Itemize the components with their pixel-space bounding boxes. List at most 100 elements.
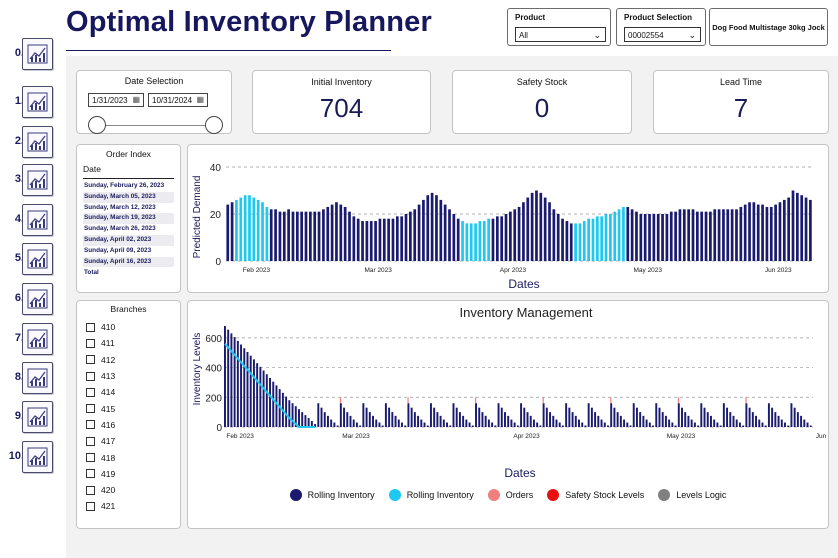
inventory-bar bbox=[629, 425, 632, 427]
nav-item[interactable]: 5. bbox=[0, 241, 60, 277]
checkbox[interactable] bbox=[86, 387, 95, 397]
legend-item[interactable]: Orders bbox=[487, 489, 533, 501]
demand-bar bbox=[669, 211, 673, 261]
product-selection-slicer: Product Selection 00002554 ⌄ bbox=[616, 8, 706, 46]
demand-bar bbox=[343, 206, 347, 261]
table-row[interactable]: Sunday, March 05, 2023 bbox=[83, 191, 174, 203]
table-row[interactable]: Sunday, February 26, 2023 bbox=[84, 182, 165, 189]
legend-item[interactable]: Levels Logic bbox=[658, 489, 726, 501]
table-row[interactable]: Sunday, April 02, 2023 bbox=[83, 234, 174, 246]
table-row[interactable]: Sunday, April 09, 2023 bbox=[84, 246, 152, 254]
inventory-bar bbox=[652, 425, 655, 427]
date-slider-end-handle[interactable] bbox=[205, 116, 223, 134]
nav-item[interactable]: 7. bbox=[0, 321, 60, 357]
nav-item[interactable]: 9. bbox=[0, 399, 60, 435]
nav-item[interactable]: 3. bbox=[0, 162, 60, 198]
product-dropdown[interactable]: All ⌄ bbox=[515, 27, 606, 42]
inventory-bar bbox=[359, 425, 362, 427]
network-bars-icon[interactable] bbox=[22, 323, 53, 355]
demand-bar bbox=[565, 221, 569, 261]
product-name-card: Dog Food Multistage 30kg Jock bbox=[709, 8, 828, 46]
table-row[interactable]: Sunday, April 16, 2023 bbox=[83, 256, 174, 268]
bar-chart-icon[interactable] bbox=[22, 86, 53, 118]
inventory-bar bbox=[780, 419, 783, 427]
checkbox[interactable] bbox=[86, 338, 95, 348]
checkbox[interactable] bbox=[86, 501, 95, 511]
demand-bar bbox=[709, 211, 712, 261]
checkbox[interactable] bbox=[86, 469, 95, 479]
nav-item[interactable]: 1. bbox=[0, 84, 60, 120]
demand-bar bbox=[235, 199, 238, 261]
branch-item[interactable]: 411 bbox=[86, 335, 115, 351]
inventory-bar bbox=[475, 403, 477, 427]
table-row[interactable]: Sunday, March 26, 2023 bbox=[84, 225, 156, 233]
date-slider-start-handle[interactable] bbox=[88, 116, 106, 134]
inventory-bar bbox=[375, 419, 378, 427]
product-selection-dropdown[interactable]: 00002554 ⌄ bbox=[624, 27, 701, 42]
table-row[interactable]: Sunday, March 19, 2023 bbox=[83, 213, 174, 225]
nav-item[interactable]: 0. bbox=[0, 36, 60, 72]
magnify-chart-icon[interactable] bbox=[22, 204, 53, 236]
date-slider-track[interactable] bbox=[97, 125, 213, 126]
branch-item[interactable]: 421 bbox=[86, 498, 115, 514]
branch-item[interactable]: 420 bbox=[86, 482, 115, 498]
checkbox[interactable] bbox=[86, 453, 95, 463]
inventory-bar bbox=[668, 419, 671, 427]
branch-item[interactable]: 418 bbox=[86, 449, 115, 465]
product-selection-label: Product Selection bbox=[624, 13, 693, 22]
checkbox[interactable] bbox=[86, 420, 95, 430]
order-index-column-header[interactable]: Date bbox=[83, 164, 101, 174]
inventory-bar bbox=[352, 419, 355, 427]
checkbox[interactable] bbox=[86, 322, 95, 332]
checkbox[interactable] bbox=[86, 485, 95, 495]
line-chart-icon[interactable] bbox=[22, 243, 53, 275]
nav-item[interactable]: 6. bbox=[0, 281, 60, 317]
demand-bar bbox=[443, 204, 447, 261]
legend-item[interactable]: Rolling Inventory bbox=[388, 489, 474, 501]
legend-item[interactable]: Safety Stock Levels bbox=[547, 489, 644, 501]
branch-item[interactable]: 414 bbox=[86, 384, 115, 400]
y-tick-label: 200 bbox=[205, 393, 222, 404]
end-date-input[interactable]: 10/31/2024 ▦ bbox=[148, 93, 208, 107]
demand-bar bbox=[482, 221, 486, 261]
inventory-bar bbox=[423, 422, 426, 427]
nav-item[interactable]: 8. bbox=[0, 360, 60, 396]
branch-item[interactable]: 413 bbox=[86, 368, 115, 384]
mountain-icon[interactable] bbox=[22, 441, 53, 473]
checkbox[interactable] bbox=[86, 355, 95, 365]
nav-item[interactable]: 4. bbox=[0, 202, 60, 238]
branch-item[interactable]: 410 bbox=[86, 319, 115, 335]
order-marker bbox=[542, 397, 544, 404]
report-icon[interactable] bbox=[22, 38, 53, 70]
inventory-bar bbox=[661, 412, 664, 427]
start-date-input[interactable]: 1/31/2023 ▦ bbox=[88, 93, 144, 107]
checkbox[interactable] bbox=[86, 404, 95, 414]
inventory-bar bbox=[449, 425, 452, 427]
table-row[interactable]: Sunday, March 12, 2023 bbox=[84, 203, 156, 211]
inventory-bar bbox=[655, 403, 658, 427]
inventory-bar bbox=[301, 412, 304, 427]
branch-item[interactable]: 419 bbox=[86, 466, 115, 482]
demand-bar bbox=[643, 214, 647, 261]
branch-item[interactable]: 417 bbox=[86, 433, 115, 449]
order-marker bbox=[745, 397, 747, 404]
order-marker bbox=[475, 397, 477, 404]
branch-item[interactable]: 415 bbox=[86, 400, 115, 416]
inventory-bar bbox=[532, 419, 535, 427]
branch-item[interactable]: 416 bbox=[86, 417, 115, 433]
checkbox[interactable] bbox=[86, 371, 95, 381]
checkbox[interactable] bbox=[86, 436, 95, 446]
legend-item[interactable]: Rolling Inventory bbox=[289, 489, 375, 501]
nav-item[interactable]: 2. bbox=[0, 124, 60, 160]
nav-item[interactable]: 10. bbox=[0, 439, 60, 475]
dashboard-icon[interactable] bbox=[22, 362, 53, 394]
gear-analytics-icon[interactable] bbox=[22, 401, 53, 433]
demand-bar bbox=[530, 192, 534, 261]
inventory-bar bbox=[458, 412, 461, 427]
growth-coins-icon[interactable] bbox=[22, 126, 53, 158]
branch-item[interactable]: 412 bbox=[86, 352, 115, 368]
demand-bar bbox=[543, 197, 547, 261]
dollar-trend-icon[interactable] bbox=[22, 164, 53, 196]
nav-number: 4. bbox=[14, 213, 24, 225]
document-add-icon[interactable] bbox=[22, 283, 53, 315]
